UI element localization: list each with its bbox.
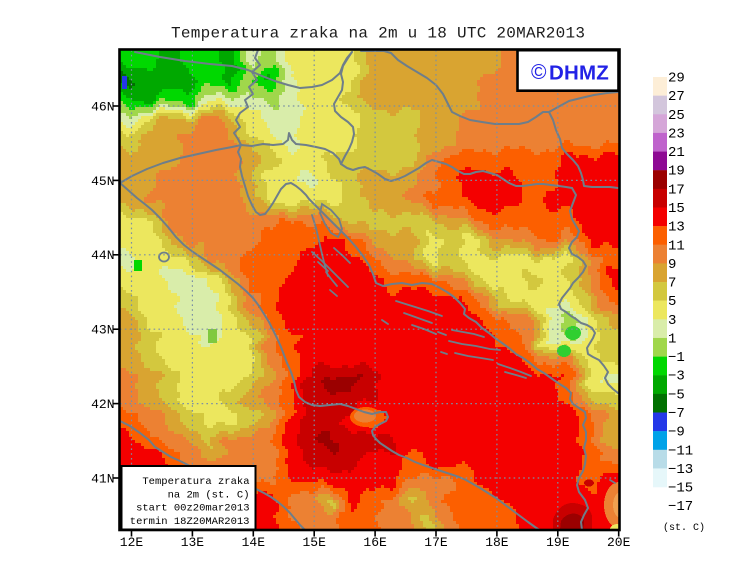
- svg-text:16E: 16E: [363, 535, 387, 550]
- svg-text:14E: 14E: [242, 535, 266, 550]
- svg-text:42N: 42N: [91, 397, 114, 412]
- svg-text:13: 13: [668, 220, 685, 236]
- svg-text:46N: 46N: [91, 99, 114, 114]
- svg-text:11: 11: [668, 238, 685, 254]
- svg-text:−11: −11: [668, 443, 693, 459]
- svg-text:−17: −17: [668, 499, 693, 515]
- svg-text:27: 27: [668, 89, 685, 105]
- svg-text:25: 25: [668, 108, 685, 124]
- svg-text:23: 23: [668, 126, 685, 142]
- svg-text:7: 7: [668, 276, 676, 292]
- svg-text:1: 1: [668, 331, 676, 347]
- svg-text:−3: −3: [668, 369, 685, 385]
- svg-text:−5: −5: [668, 387, 685, 403]
- svg-text:−1: −1: [668, 350, 685, 366]
- svg-text:5: 5: [668, 294, 676, 310]
- svg-text:15: 15: [668, 201, 685, 217]
- svg-text:−15: −15: [668, 481, 693, 497]
- svg-text:45N: 45N: [91, 174, 114, 189]
- svg-text:DHMZ: DHMZ: [549, 62, 609, 85]
- svg-text:Temperatura zraka: Temperatura zraka: [142, 476, 249, 488]
- svg-text:19E: 19E: [546, 535, 570, 550]
- svg-text:21: 21: [668, 145, 685, 161]
- svg-text:15E: 15E: [302, 535, 326, 550]
- svg-text:41N: 41N: [91, 471, 114, 486]
- svg-text:termin 18Z20MAR2013: termin 18Z20MAR2013: [130, 516, 250, 528]
- svg-text:20E: 20E: [607, 535, 631, 550]
- svg-text:19: 19: [668, 164, 685, 180]
- svg-text:29: 29: [668, 71, 685, 87]
- svg-text:3: 3: [668, 313, 676, 329]
- svg-text:44N: 44N: [91, 248, 114, 263]
- svg-text:(st. C): (st. C): [663, 522, 705, 534]
- svg-text:43N: 43N: [91, 323, 114, 338]
- svg-text:17E: 17E: [424, 535, 448, 550]
- svg-text:9: 9: [668, 257, 676, 273]
- svg-text:Temperatura zraka na 2m u 18 U: Temperatura zraka na 2m u 18 UTC 20MAR20…: [171, 25, 585, 43]
- svg-text:18E: 18E: [485, 535, 509, 550]
- svg-text:−13: −13: [668, 462, 693, 478]
- svg-text:−7: −7: [668, 406, 685, 422]
- svg-text:12E: 12E: [120, 535, 144, 550]
- svg-text:17: 17: [668, 182, 685, 198]
- svg-text:13E: 13E: [181, 535, 205, 550]
- svg-text:©: ©: [531, 61, 547, 84]
- svg-text:−9: −9: [668, 425, 685, 441]
- svg-text:na 2m (st. C): na 2m (st. C): [168, 489, 250, 501]
- svg-text:start 00z20mar2013: start 00z20mar2013: [136, 503, 249, 515]
